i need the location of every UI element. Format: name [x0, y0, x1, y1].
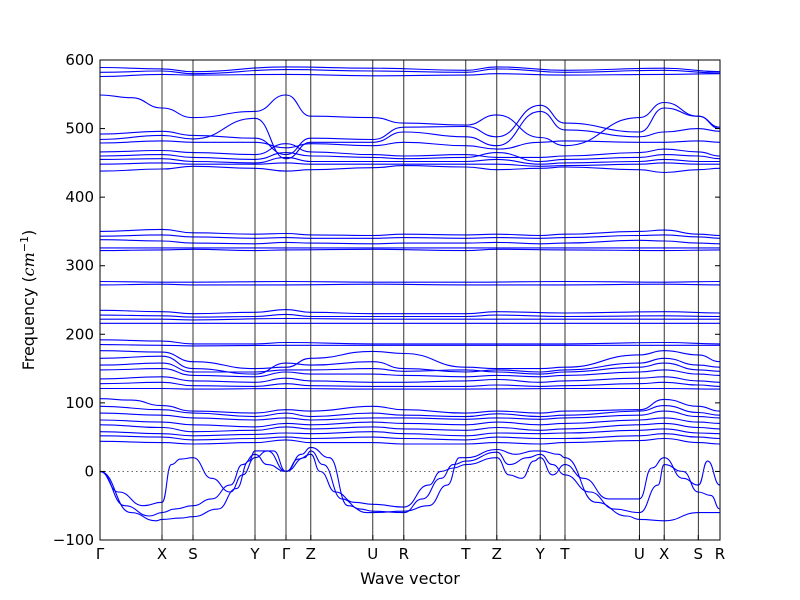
band-35	[99, 410, 721, 421]
band-14	[99, 234, 721, 239]
y-tick-label: 300	[65, 257, 94, 275]
y-axis-ticks: −100 0 100 200 300 400 500 600	[53, 51, 720, 549]
y-axis-label: Frequency (cm−1)	[18, 230, 38, 371]
x-axis-label: Wave vector	[360, 569, 460, 588]
band-2	[99, 68, 721, 75]
band-10	[99, 156, 720, 165]
band-7	[99, 140, 721, 150]
band-6	[99, 110, 721, 160]
x-tick-label: T	[559, 545, 570, 563]
band-9	[99, 152, 721, 163]
x-tick-label: Γ	[96, 545, 105, 563]
y-axis-label-close: )	[19, 230, 38, 236]
band-42	[99, 450, 721, 517]
x-tick-label: U	[367, 545, 378, 563]
x-tick-label: X	[659, 545, 669, 563]
band-8	[99, 143, 721, 158]
band-5	[99, 104, 721, 156]
y-tick-label: 100	[65, 394, 94, 412]
plot-frame	[99, 59, 721, 541]
x-tick-label: Y	[249, 545, 260, 563]
x-tick-label: Y	[535, 545, 546, 563]
band-38	[99, 428, 721, 437]
y-tick-label: 500	[65, 120, 94, 138]
x-tick-label: T	[460, 545, 471, 563]
x-tick-label: Z	[306, 545, 316, 563]
band-11	[99, 162, 720, 167]
band-30	[99, 376, 721, 383]
y-tick-label: 200	[65, 325, 94, 343]
y-axis-label-exponent: −1	[18, 236, 31, 252]
band-17	[99, 248, 721, 252]
x-tick-label: Γ	[282, 545, 291, 563]
y-tick-label: 600	[65, 51, 94, 69]
high-symmetry-lines	[161, 60, 699, 540]
y-axis-label-text: Frequency (	[19, 276, 38, 370]
y-tick-label: −100	[53, 531, 94, 549]
x-tick-label: Z	[492, 545, 502, 563]
band-12	[99, 165, 721, 174]
band-15	[99, 239, 721, 245]
x-tick-label: R	[715, 545, 725, 563]
band-41	[99, 450, 721, 508]
band-13	[99, 228, 721, 237]
y-tick-label: 400	[65, 188, 94, 206]
x-tick-label: X	[157, 545, 167, 563]
band-3	[99, 73, 721, 78]
x-tick-label: S	[694, 545, 704, 563]
band-27	[99, 355, 721, 375]
band-37	[99, 422, 721, 433]
x-tick-label: R	[399, 545, 409, 563]
band-39	[99, 433, 721, 441]
band-31	[99, 381, 721, 387]
band-1	[99, 66, 721, 73]
y-tick-label: 0	[84, 462, 94, 480]
band-26	[99, 350, 721, 370]
band-40	[99, 437, 721, 445]
y-axis-label-unit: cm	[19, 252, 38, 276]
band-36	[99, 417, 721, 428]
x-tick-label: U	[634, 545, 645, 563]
band-29	[99, 368, 721, 378]
band-28	[99, 362, 721, 375]
band-4	[99, 94, 721, 147]
band-24	[99, 339, 721, 345]
band-34	[99, 405, 721, 418]
x-tick-label: S	[188, 545, 198, 563]
